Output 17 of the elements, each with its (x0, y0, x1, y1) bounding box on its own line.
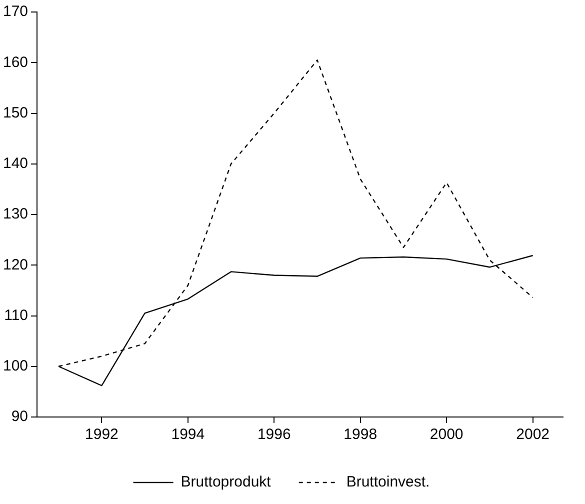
y-tick-label: 140 (2, 155, 28, 172)
x-tick-label: 1994 (171, 426, 205, 444)
legend-label: Bruttoprodukt (180, 474, 272, 491)
y-tick-label: 120 (2, 256, 28, 274)
x-tick-label: 1996 (257, 426, 291, 444)
y-tick-label: 150 (2, 104, 28, 122)
x-tick-label: 2002 (516, 426, 550, 444)
y-tick-label: 160 (2, 54, 28, 71)
y-tick-label: 170 (2, 3, 28, 20)
y-tick-label: 110 (4, 306, 28, 324)
y-tick-label: 90 (11, 408, 28, 426)
y-tick-label: 100 (2, 358, 28, 375)
x-tick-label: 2000 (430, 426, 464, 444)
y-tick-label: 130 (2, 206, 28, 223)
legend-label: Bruttoinvest. (346, 474, 430, 491)
x-tick-label: 1998 (344, 426, 378, 444)
x-tick-label: 1992 (85, 426, 118, 444)
